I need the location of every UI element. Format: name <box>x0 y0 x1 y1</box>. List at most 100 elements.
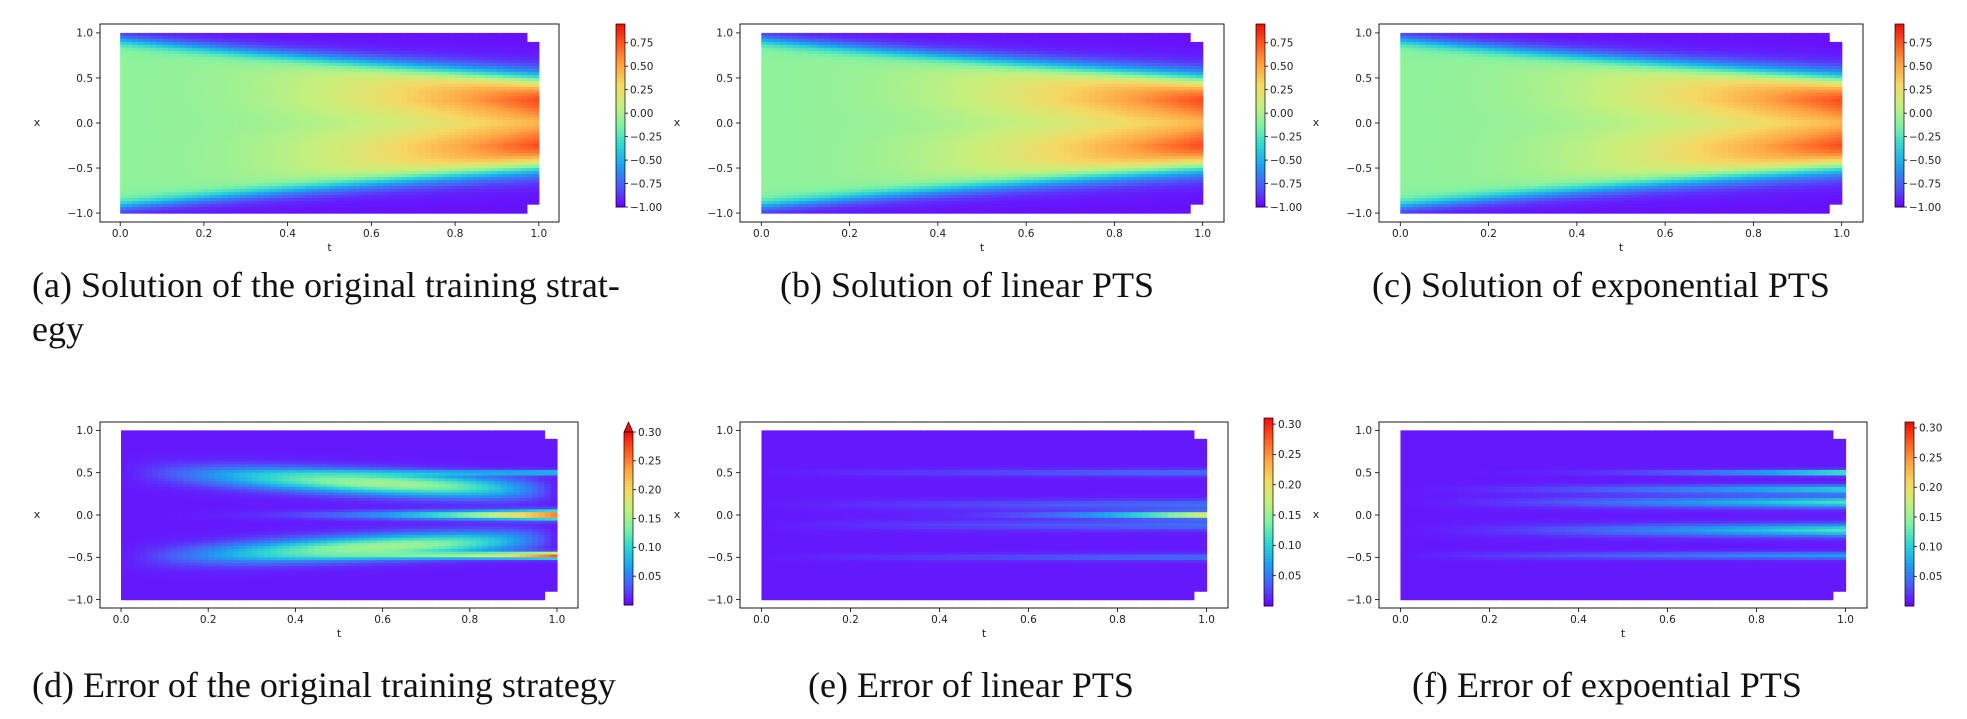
colorbar-swatch <box>616 79 625 83</box>
colorbar-swatch <box>616 149 625 153</box>
heatmap-cell <box>395 210 402 214</box>
heatmap-cell <box>252 210 259 214</box>
colorbar-swatch <box>616 131 625 135</box>
colorbar-swatch <box>616 119 625 123</box>
colorbar-swatch <box>616 64 625 68</box>
heatmap-cell <box>793 210 800 214</box>
heatmap-cell <box>240 210 247 214</box>
colorbar-swatch <box>616 164 625 168</box>
x-tick-label: 0.6 <box>363 228 380 240</box>
heatmap-cell <box>300 210 307 214</box>
colorbar-swatch <box>616 48 625 52</box>
heatmap-cell <box>799 210 806 214</box>
heatmap-cell <box>288 210 295 214</box>
heatmap-cell <box>431 210 438 214</box>
heatmap-cell <box>479 210 486 214</box>
heatmap-cell <box>186 210 193 214</box>
heatmap-cell <box>335 210 342 214</box>
heatmap-cell <box>324 210 331 214</box>
heatmap-cell <box>318 210 325 214</box>
heatmap-cell <box>473 210 480 214</box>
colorbar-swatch <box>616 76 625 80</box>
colorbar-swatch <box>616 137 625 141</box>
colorbar-swatch <box>616 85 625 89</box>
x-axis-label: t <box>327 241 332 254</box>
colorbar-swatch <box>616 192 625 196</box>
heatmap-cell <box>216 210 223 214</box>
heatmap-field-b <box>761 33 1203 214</box>
heatmap-cell <box>174 210 181 214</box>
heatmap-cell <box>521 210 528 214</box>
x-tick-label: 0.0 <box>112 228 129 240</box>
heatmap-cell <box>276 210 283 214</box>
heatmap-cell <box>437 210 444 214</box>
colorbar-swatch <box>616 27 625 31</box>
colorbar-swatch <box>616 58 625 62</box>
colorbar-swatch <box>616 97 625 101</box>
colorbar-swatch <box>616 70 625 74</box>
heatmap-cell <box>246 210 253 214</box>
heatmap-cell <box>156 210 163 214</box>
heatmap-cell <box>485 210 492 214</box>
heatmap-cell <box>330 210 337 214</box>
heatmap-cell <box>234 210 241 214</box>
heatmap-cell <box>407 210 414 214</box>
colorbar-swatch <box>616 173 625 177</box>
heatmap-cell <box>515 210 522 214</box>
heatmap-cell <box>228 210 235 214</box>
heatmap-cell <box>294 210 301 214</box>
colorbar-swatch <box>616 42 625 46</box>
colorbar-tick-label: 0.75 <box>630 38 653 50</box>
colorbar-swatch <box>616 134 625 138</box>
heatmap-cell <box>353 210 360 214</box>
colorbar-swatch <box>616 125 625 129</box>
colorbar-swatch <box>616 100 625 104</box>
heatmap-cell <box>258 210 265 214</box>
heatmap-cell <box>509 210 516 214</box>
heatmap-cell <box>204 210 211 214</box>
heatmap-cell <box>443 210 450 214</box>
heatmap-cell <box>389 210 396 214</box>
heatmap-cell <box>210 210 217 214</box>
heatmap-cell <box>824 210 831 214</box>
heatmap-cell <box>198 210 205 214</box>
colorbar-swatch <box>616 189 625 193</box>
x-tick-label: 0.4 <box>279 228 296 240</box>
colorbar-swatch <box>616 128 625 132</box>
heatmap-cell <box>365 210 372 214</box>
heatmap-cell <box>347 210 354 214</box>
heatmap-cell <box>491 210 498 214</box>
colorbar-swatch <box>616 33 625 37</box>
colorbar-swatch <box>616 195 625 199</box>
heatmap-cell <box>222 210 229 214</box>
colorbar-swatch <box>616 45 625 49</box>
heatmap-cell <box>768 210 775 214</box>
colorbar-swatch <box>616 94 625 98</box>
colorbar-swatch <box>616 67 625 71</box>
colorbar-swatch <box>616 198 625 202</box>
heatmap-cell <box>126 210 133 214</box>
colorbar-swatch <box>616 82 625 86</box>
colorbar-a: 0.750.500.250.00−0.25−0.50−0.75−1.00 <box>616 24 662 214</box>
heatmap-cell <box>138 210 145 214</box>
colorbar-swatch <box>616 30 625 34</box>
colorbar-swatch <box>616 112 625 116</box>
x-tick-label: 1.0 <box>530 228 547 240</box>
colorbar-tick-label: 0.00 <box>630 108 653 120</box>
colorbar-swatch <box>616 73 625 77</box>
heatmap-cell <box>774 210 781 214</box>
colorbar-swatch <box>616 183 625 187</box>
colorbar-swatch <box>616 201 625 205</box>
colorbar-swatch <box>616 88 625 92</box>
heatmap-cell <box>449 210 456 214</box>
heatmap-cell <box>162 210 169 214</box>
colorbar-swatch <box>616 161 625 165</box>
colorbar-swatch <box>616 91 625 95</box>
heatmap-cell <box>503 210 510 214</box>
colorbar-swatch <box>616 55 625 59</box>
colorbar-swatch <box>616 103 625 107</box>
colorbar-swatch <box>616 36 625 40</box>
